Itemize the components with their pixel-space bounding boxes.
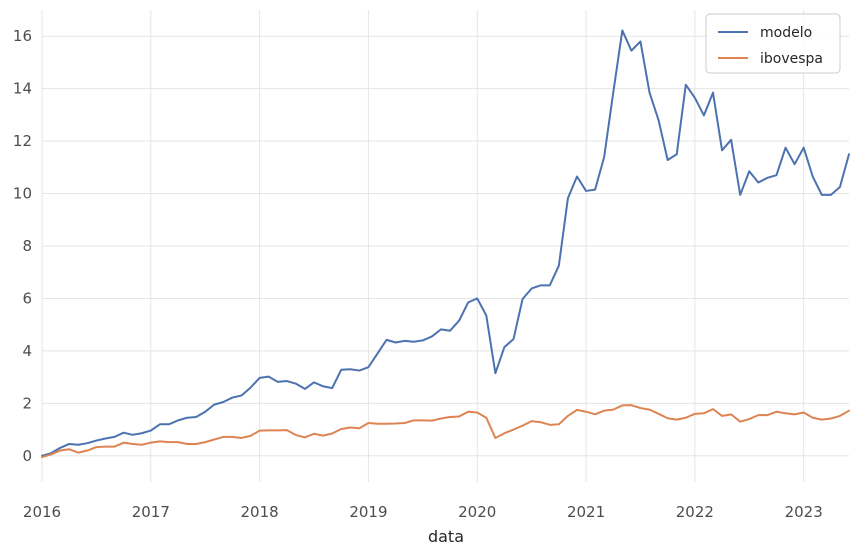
- y-tick-label: 8: [22, 237, 32, 255]
- legend-label-modelo: modelo: [760, 25, 812, 41]
- y-tick-label: 4: [22, 342, 32, 360]
- x-axis-title: data: [428, 527, 464, 546]
- x-tick-label: 2021: [567, 503, 605, 521]
- series-line-modelo: [41, 29, 850, 457]
- y-tick-label: 10: [13, 185, 32, 203]
- y-tick-label: 14: [13, 80, 32, 98]
- series-layer: [41, 29, 850, 459]
- y-tick-label: 12: [13, 132, 32, 150]
- x-tick-label: 2023: [785, 503, 823, 521]
- x-tick-label: 2019: [349, 503, 387, 521]
- x-tick-label: 2016: [23, 503, 61, 521]
- series-line-ibovespa: [41, 404, 850, 459]
- y-tick-label: 6: [22, 289, 32, 307]
- legend: modelo ibovespa: [705, 13, 841, 74]
- y-tick-labels: 0 2 4 6 8 10 12 14 16: [13, 27, 32, 465]
- x-tick-labels: 2016 2017 2018 2019 2020 2021 2022 2023: [23, 503, 823, 521]
- y-tick-label: 16: [13, 27, 32, 45]
- y-tick-label: 0: [22, 447, 32, 465]
- x-tick-label: 2022: [676, 503, 714, 521]
- x-tick-label: 2017: [132, 503, 170, 521]
- y-tick-label: 2: [22, 394, 32, 412]
- y-gridlines: [42, 35, 849, 457]
- x-tick-label: 2020: [458, 503, 496, 521]
- x-tick-label: 2018: [241, 503, 279, 521]
- x-gridlines: [41, 10, 805, 482]
- legend-label-ibovespa: ibovespa: [760, 51, 823, 67]
